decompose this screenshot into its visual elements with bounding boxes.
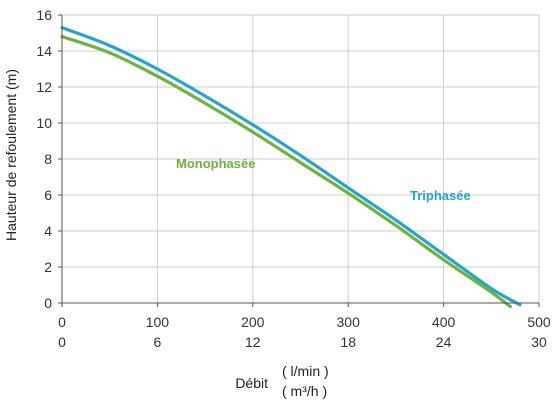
y-axis-label: Hauteur de refoulement (m) [3, 69, 19, 241]
axes [58, 14, 540, 307]
x-tick-label-m3h: 18 [340, 334, 356, 350]
x-axis-unit-m3h: ( m³/h ) [282, 383, 327, 399]
x-tick-label-m3h: 6 [154, 334, 162, 350]
x-tick-label-m3h: 12 [245, 334, 261, 350]
series-curves [60, 26, 522, 309]
x-tick-label-lmin: 500 [527, 314, 551, 330]
y-tick-label: 14 [36, 43, 52, 59]
y-tick-label: 0 [44, 295, 52, 311]
x-axis-label: Débit [235, 375, 268, 391]
y-tick-label: 4 [44, 223, 52, 239]
y-tick-labels: 0 2 4 6 8 10 12 14 16 [36, 7, 52, 311]
y-tick-label: 8 [44, 151, 52, 167]
series-label-triphasee: Triphasée [410, 188, 471, 203]
x-tick-label-lmin: 200 [241, 314, 265, 330]
y-tick-label: 10 [36, 115, 52, 131]
x-tick-label-m3h: 24 [436, 334, 452, 350]
x-tick-label-m3h: 0 [58, 334, 66, 350]
series-label-monophasee: Monophasée [176, 156, 255, 171]
y-tick-label: 6 [44, 187, 52, 203]
x-tick-labels: 0 0 100 6 200 12 300 18 400 24 500 30 [58, 314, 551, 350]
x-tick-label-lmin: 0 [58, 314, 66, 330]
x-tick-label-lmin: 300 [337, 314, 361, 330]
y-tick-label: 12 [36, 79, 52, 95]
series-line-triphase [60, 26, 522, 307]
x-tick-label-lmin: 100 [146, 314, 170, 330]
y-tick-label: 16 [36, 7, 52, 23]
y-tick-label: 2 [44, 259, 52, 275]
x-axis-unit-lmin: ( l/min ) [282, 363, 329, 379]
gridlines [62, 14, 540, 303]
x-tick-label-lmin: 400 [432, 314, 456, 330]
x-tick-label-m3h: 30 [531, 334, 547, 350]
series-line-monophase [60, 35, 512, 309]
